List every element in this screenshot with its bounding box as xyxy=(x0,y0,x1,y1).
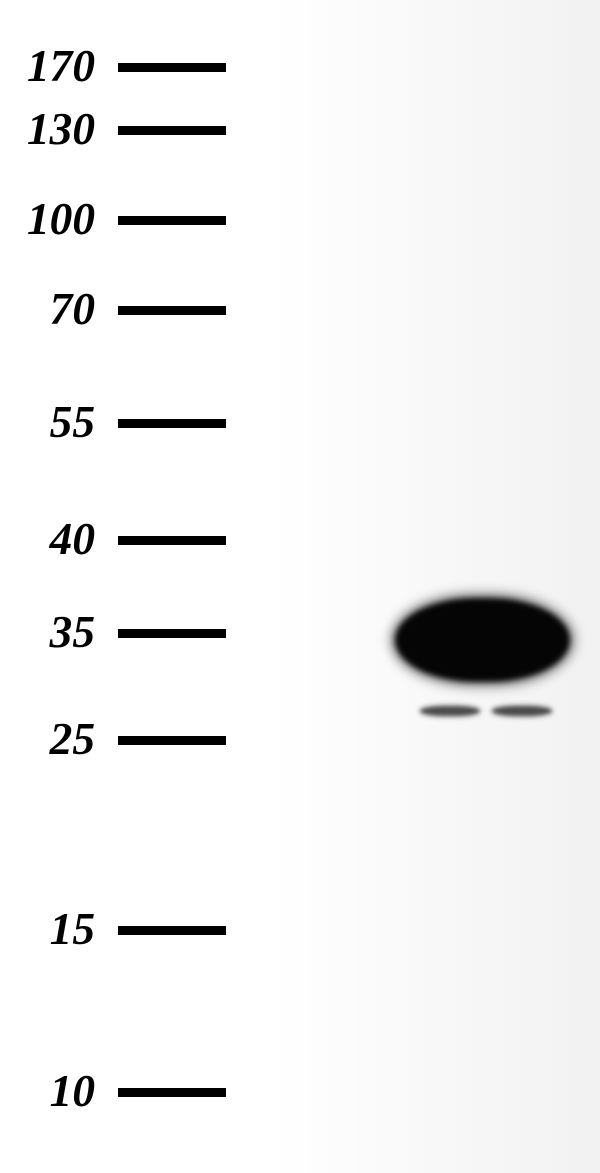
western-blot-figure: 170 130 100 70 55 40 35 25 15 10 xyxy=(0,0,600,1173)
mw-tick-170 xyxy=(118,63,226,72)
mw-label-100: 100 xyxy=(0,197,95,242)
mw-tick-100 xyxy=(118,216,226,225)
mw-label-70: 70 xyxy=(0,287,95,332)
mw-tick-15 xyxy=(118,926,226,935)
mw-tick-40 xyxy=(118,536,226,545)
mw-label-35: 35 xyxy=(0,610,95,655)
mw-label-55: 55 xyxy=(0,400,95,445)
mw-label-40: 40 xyxy=(0,517,95,562)
mw-tick-10 xyxy=(118,1088,226,1097)
mw-tick-25 xyxy=(118,736,226,745)
band-secondary-1 xyxy=(420,706,480,716)
band-main-0 xyxy=(395,598,570,682)
mw-label-10: 10 xyxy=(0,1069,95,1114)
blot-lane xyxy=(270,0,600,1173)
mw-tick-130 xyxy=(118,126,226,135)
mw-tick-55 xyxy=(118,419,226,428)
mw-label-25: 25 xyxy=(0,717,95,762)
band-secondary-2 xyxy=(492,706,552,716)
mw-label-15: 15 xyxy=(0,907,95,952)
mw-label-130: 130 xyxy=(0,107,95,152)
mw-tick-70 xyxy=(118,306,226,315)
mw-tick-35 xyxy=(118,629,226,638)
mw-label-170: 170 xyxy=(0,44,95,89)
